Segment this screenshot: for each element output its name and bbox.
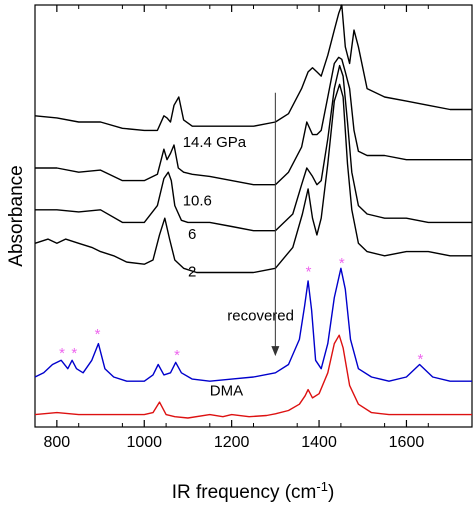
pressure-arrow-head: [271, 346, 280, 357]
peak-marker: *: [306, 263, 312, 280]
x-axis-label: IR frequency (cm-1): [172, 479, 335, 503]
y-axis-label: Absorbance: [6, 165, 27, 266]
peak-marker: *: [339, 255, 345, 272]
series-label: recovered: [227, 308, 294, 325]
peak-marker: *: [95, 326, 101, 343]
tick-marks: [34, 5, 473, 427]
pressure-arrow: [271, 92, 280, 357]
series-label: DMA: [210, 382, 243, 399]
x-tick-labels: 800 1000 1200 1400 1600: [43, 434, 424, 451]
series-label: 2: [188, 264, 196, 281]
series-label: 10.6: [183, 193, 212, 210]
series-line: [34, 83, 472, 274]
x-tick-label: 1600: [389, 434, 425, 451]
series-line: [34, 334, 472, 419]
series-line: [34, 4, 472, 132]
x-tick-label: 1000: [126, 434, 162, 451]
series-line: [34, 267, 472, 382]
peak-marker: *: [418, 351, 424, 368]
series-label: 6: [188, 226, 196, 243]
curve-labels: 14.4 GPa 10.6 6 2 recovered DMA: [183, 134, 294, 399]
x-tick-label: 800: [43, 434, 70, 451]
series-line: [35, 56, 472, 186]
series-label: 14.4 GPa: [183, 134, 247, 151]
spectrum-curves: [34, 4, 472, 419]
series-line: [35, 64, 472, 232]
peak-marker: *: [71, 345, 77, 362]
peak-marker: *: [59, 345, 65, 362]
plot-area-frame: [34, 4, 473, 428]
x-tick-label: 1200: [214, 434, 250, 451]
peak-marker: *: [174, 347, 180, 364]
peak-markers: * * * * * * *: [59, 255, 423, 368]
x-tick-label: 1400: [301, 434, 337, 451]
